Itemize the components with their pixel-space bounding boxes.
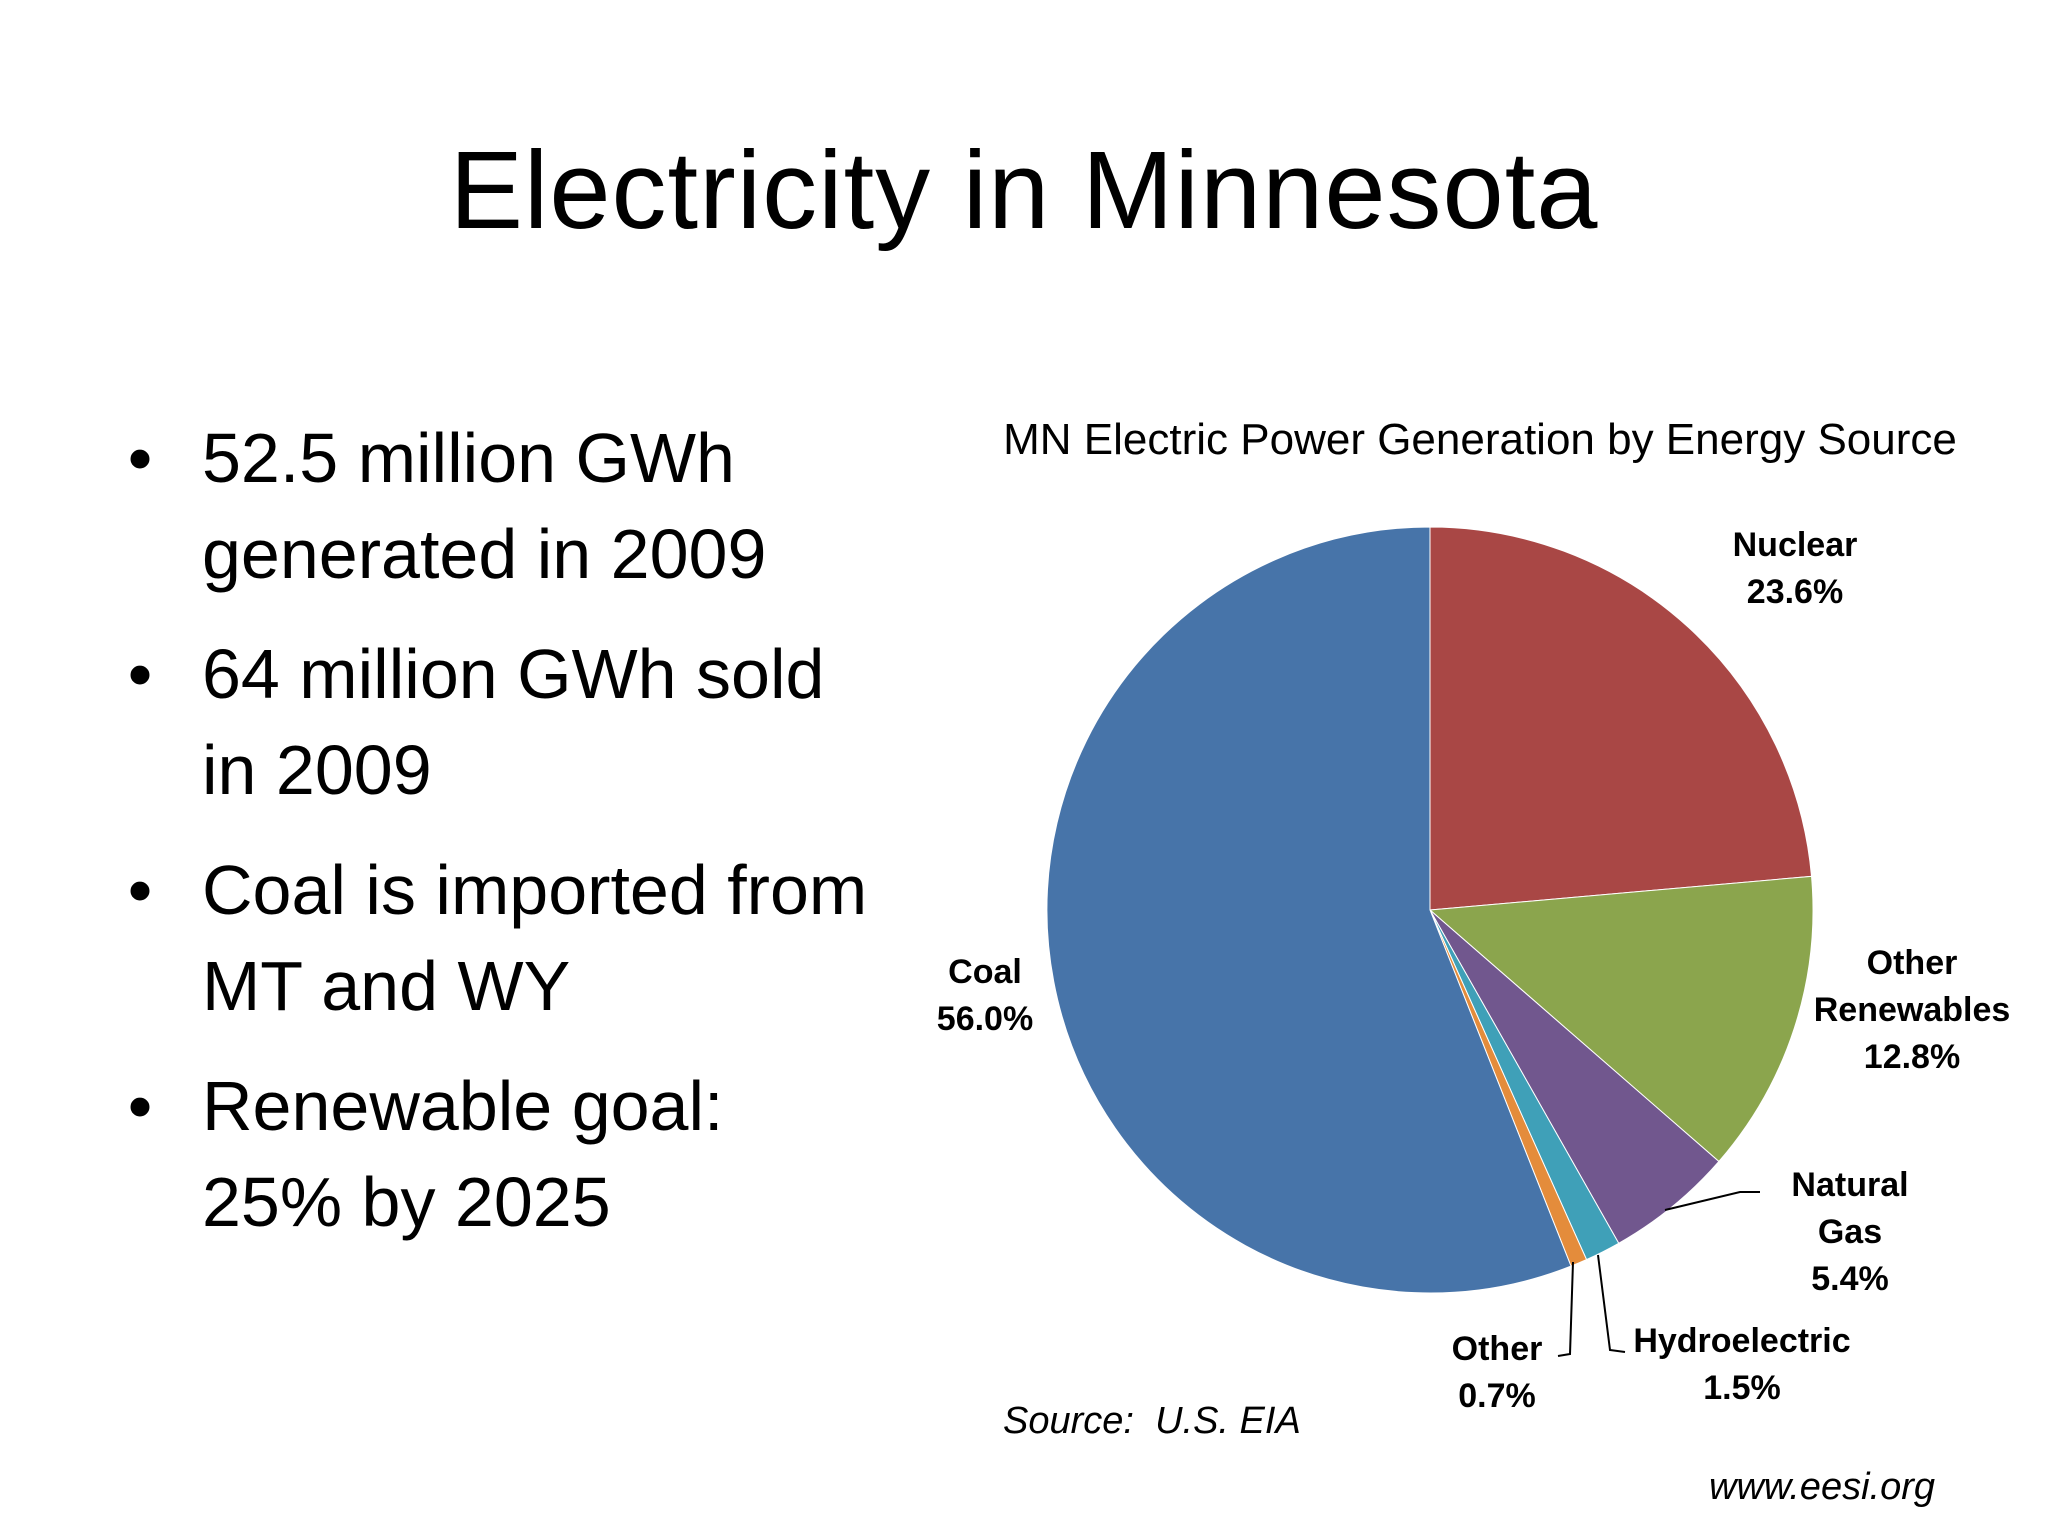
slice-label-nuclear: Nuclear 23.6% — [1733, 526, 1858, 611]
slice-name-label: Other — [1452, 1330, 1543, 1368]
bullet-text: 64 million GWh sold in 2009 — [202, 635, 825, 809]
slice-value-label: 0.7% — [1458, 1377, 1536, 1415]
slice-label-other-renewables: Other Renewables 12.8% — [1814, 944, 2011, 1076]
slice-label-other: Other 0.7% — [1452, 1330, 1543, 1415]
slice-name-label: Coal — [948, 953, 1022, 991]
bullet-dot: • — [127, 635, 153, 713]
pie-slice-other-renewables — [1428, 875, 1814, 1163]
pie-slice-nuclear — [1429, 526, 1813, 911]
website-url: www.eesi.org — [1709, 1466, 1935, 1508]
source-note: Source: U.S. EIA — [1003, 1400, 1301, 1442]
bullet-item: • 64 million GWh sold in 2009 — [120, 626, 880, 818]
slice-name-label: Other — [1867, 944, 1958, 982]
slice-name-label: Natural — [1791, 1166, 1908, 1204]
bullet-item: • Coal is imported from MT and WY — [120, 842, 880, 1034]
slice-value-label: 5.4% — [1811, 1260, 1889, 1298]
bullet-item: • Renewable goal: 25% by 2025 — [120, 1058, 880, 1250]
bullet-dot: • — [127, 419, 153, 497]
leader-line — [1557, 1261, 1574, 1357]
slice-name-label: Renewables — [1814, 991, 2011, 1029]
slice-label-natural-gas: Natural Gas 5.4% — [1791, 1166, 1908, 1298]
bullet-text: Coal is imported from MT and WY — [202, 851, 868, 1025]
bullet-dot: • — [127, 1067, 153, 1145]
slice-value-label: 23.6% — [1747, 573, 1843, 611]
slice-name-label: Hydroelectric — [1633, 1322, 1850, 1360]
bullet-dot: • — [127, 851, 153, 929]
bullet-item: • 52.5 million GWh generated in 2009 — [120, 410, 880, 602]
slice-value-label: 1.5% — [1703, 1369, 1781, 1407]
slice-label-coal: Coal 56.0% — [937, 953, 1033, 1038]
leader-line — [1664, 1191, 1760, 1211]
slide-title: Electricity in Minnesota — [449, 129, 1599, 252]
pie-slices — [1046, 526, 1814, 1294]
slice-name-label: Nuclear — [1733, 526, 1858, 564]
bullet-list: • 52.5 million GWh generated in 2009 • 6… — [120, 410, 880, 1274]
leader-lines — [1557, 1191, 1760, 1357]
slice-label-hydroelectric: Hydroelectric 1.5% — [1633, 1322, 1850, 1407]
slice-name-label: Gas — [1818, 1213, 1882, 1251]
slice-value-label: 56.0% — [937, 1000, 1033, 1038]
leader-line — [1597, 1254, 1626, 1353]
slice-value-label: 12.8% — [1864, 1038, 1960, 1076]
bullet-text: Renewable goal: 25% by 2025 — [202, 1067, 724, 1241]
pie-slice-coal — [1046, 526, 1572, 1294]
slice-labels: Nuclear 23.6% Other Renewables 12.8% Natural G… — [937, 526, 2010, 1415]
bullet-text: 52.5 million GWh generated in 2009 — [202, 419, 767, 593]
chart-title: MN Electric Power Generation by Energy S… — [1003, 415, 1957, 464]
